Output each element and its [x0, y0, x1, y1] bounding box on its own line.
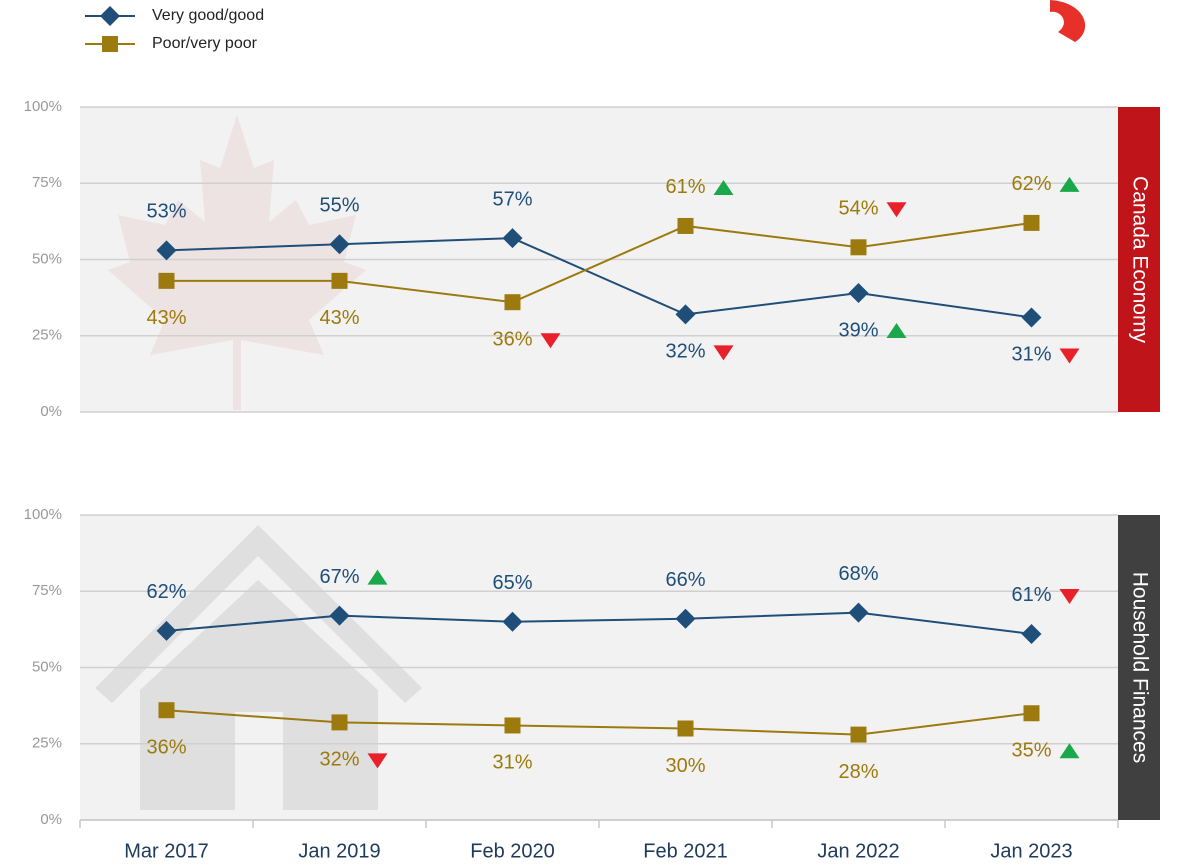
marker: [102, 36, 118, 52]
data-label: 31%: [492, 752, 532, 774]
trend-arrow: [886, 202, 907, 218]
trend-arrow: [1059, 348, 1080, 364]
data-label: 43%: [146, 307, 186, 329]
y-tick-label: 50%: [32, 658, 62, 675]
marker: [331, 714, 348, 731]
data-label: 57%: [492, 188, 532, 210]
data-label: 35%: [1011, 740, 1051, 762]
trend-arrow: [367, 753, 388, 769]
marker: [156, 620, 177, 641]
y-tick-label: 25%: [32, 735, 62, 752]
data-label: 67%: [319, 566, 359, 588]
x-tick-label: Jan 2022: [817, 840, 899, 862]
data-label: 62%: [146, 581, 186, 603]
data-label: 31%: [1011, 344, 1051, 366]
marker: [1023, 214, 1040, 231]
marker: [1021, 623, 1042, 644]
house-body-watermark: [140, 580, 378, 810]
marker: [100, 6, 120, 26]
trend-arrow: [1059, 743, 1080, 759]
data-label: 65%: [492, 572, 532, 594]
data-label: 43%: [319, 307, 359, 329]
y-tick-label: 0%: [40, 811, 62, 828]
x-tick-label: Jan 2019: [298, 840, 380, 862]
trend-arrow: [886, 323, 907, 339]
data-label: 61%: [665, 176, 705, 198]
logo: [1050, 0, 1086, 42]
panel-label-box: [1118, 107, 1160, 412]
marker: [1021, 307, 1042, 328]
y-tick-label: 100%: [24, 506, 62, 523]
y-tick-label: 50%: [32, 250, 62, 267]
panel-label: Canada Economy: [1128, 176, 1151, 343]
y-tick-label: 100%: [24, 98, 62, 115]
y-tick-label: 0%: [40, 403, 62, 420]
marker: [502, 611, 523, 632]
data-label: 32%: [665, 341, 705, 363]
marker: [331, 272, 348, 289]
data-label: 68%: [838, 563, 878, 585]
trend-arrow: [1059, 588, 1080, 604]
trend-arrow: [367, 569, 388, 585]
data-label: 36%: [492, 328, 532, 350]
panel-backgrounds: [80, 107, 1118, 820]
data-label: 39%: [838, 319, 878, 341]
data-label: 28%: [838, 761, 878, 783]
marker: [675, 608, 696, 629]
trend-arrow: [713, 345, 734, 361]
panel-label: Household Finances: [1128, 572, 1151, 763]
marker: [158, 702, 175, 719]
marker: [850, 726, 867, 743]
series-line: [166, 611, 1032, 635]
marker: [677, 720, 694, 737]
y-tick-label: 75%: [32, 582, 62, 599]
marker: [677, 217, 694, 234]
data-label: 30%: [665, 755, 705, 777]
series-line: [166, 237, 1032, 319]
x-tick-label: Jan 2023: [990, 840, 1072, 862]
marker: [850, 239, 867, 256]
x-tick-label: Mar 2017: [124, 840, 209, 862]
x-tick-label: Feb 2020: [470, 840, 555, 862]
data-label: 62%: [1011, 173, 1051, 195]
panel-label-box: [1118, 515, 1160, 820]
trend-arrow: [540, 333, 561, 349]
plot: 0% 25% 50% 75% 100% Canada Economy 53% 55% 57% 32…: [24, 98, 1160, 862]
marker: [502, 228, 523, 249]
marker: [156, 240, 177, 261]
trend-arrow: [1059, 176, 1080, 192]
marker: [329, 605, 350, 626]
data-label: 36%: [146, 736, 186, 758]
house-roof-watermark: [95, 525, 422, 703]
series-line: [166, 221, 1032, 304]
legend: Very good/good Poor/very poor: [85, 6, 264, 52]
marker: [504, 717, 521, 734]
marker: [848, 283, 869, 304]
series-line: [166, 709, 1032, 736]
data-label: 55%: [319, 195, 359, 217]
marker: [504, 294, 521, 311]
trend-arrow: [713, 179, 734, 195]
data-label: 61%: [1011, 584, 1051, 606]
y-tick-label: 75%: [32, 174, 62, 191]
y-tick-label: 25%: [32, 327, 62, 344]
marker: [1023, 705, 1040, 722]
marker: [158, 272, 175, 289]
x-tick-label: Feb 2021: [643, 840, 728, 862]
data-label: 53%: [146, 201, 186, 223]
data-label: 54%: [838, 198, 878, 220]
marker: [675, 304, 696, 325]
data-label: 32%: [319, 749, 359, 771]
legend-label: Poor/very poor: [152, 35, 258, 52]
legend-label: Very good/good: [152, 7, 264, 24]
data-label: 66%: [665, 569, 705, 591]
marker: [329, 234, 350, 255]
marker: [848, 602, 869, 623]
